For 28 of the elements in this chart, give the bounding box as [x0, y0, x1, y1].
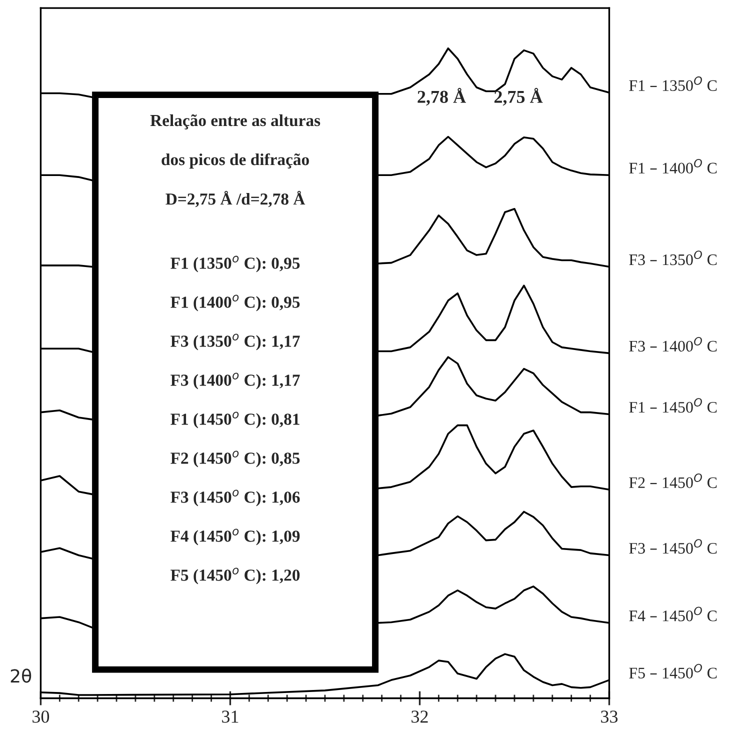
x-tick-label: 31 [222, 710, 238, 723]
annotation: F3 (1400$^{o}$ C): 1,17 [170, 372, 300, 390]
annotation: D=2,75 Å /d=2,78 Å [166, 190, 306, 208]
series-label: F1 – 1450$^{O}$ C [629, 398, 717, 413]
annotation: F1 (1450$^{o}$ C): 0,81 [170, 412, 300, 428]
x-tick-label: 30 [32, 710, 50, 723]
annotation: 2,78 Å [418, 88, 466, 106]
series-label: F3 – 1450$^{O}$ C [629, 539, 717, 554]
annotation: F3 (1350$^{o}$ C): 1,17 [170, 334, 300, 350]
annotation: F3 (1450$^{o}$ C): 1,06 [170, 490, 300, 506]
annotation: F4 (1450$^{o}$ C): 1,09 [170, 528, 300, 546]
annotation: F1 (1350$^{o}$ C): 0,95 [170, 256, 300, 272]
series-label: F1 – 1400$^{O}$ C [629, 158, 717, 174]
series-label: F5 – 1450$^{O}$ C [629, 664, 717, 678]
series-label: F3 – 1400$^{O}$ C [629, 337, 717, 352]
series-label: F3 – 1350$^{O}$ C [629, 250, 717, 266]
x-tick-label: 32 [412, 710, 428, 723]
series-label: F4 – 1450$^{O}$ C [629, 606, 717, 622]
series-label: F2 – 1450$^{O}$ C [629, 473, 717, 488]
annotation: Relação entre as alturas [150, 114, 320, 130]
series-label: F1 – 1350$^{O}$ C [629, 76, 717, 91]
annotation: 2,75 Å [494, 88, 543, 106]
annotation: F2 (1450$^{o}$ C): 0,85 [170, 450, 300, 468]
x-axis-title: 2θ [10, 668, 32, 683]
x-tick-label: 33 [601, 710, 618, 723]
annotation: F1 (1400$^{o}$ C): 0,95 [170, 294, 300, 312]
annotation: F5 (1450$^{o}$ C): 1,20 [170, 568, 300, 584]
annotation: dos picos de difração [162, 153, 309, 169]
